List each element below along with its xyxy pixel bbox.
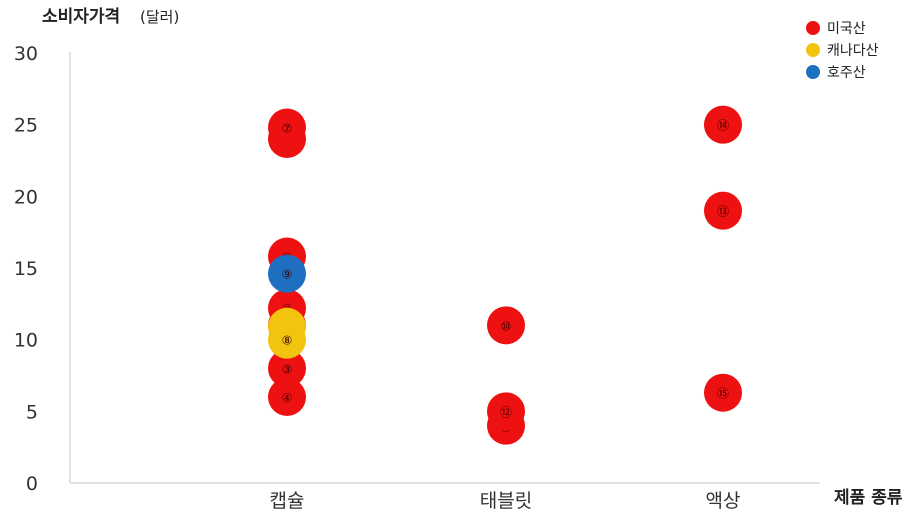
point-marker [268, 378, 306, 416]
point-label: ⑦ [282, 122, 293, 136]
legend-marker [806, 21, 820, 35]
point-marker [704, 373, 742, 412]
data-point: ⑩ [487, 306, 525, 345]
data-point: ⑭ [704, 105, 742, 144]
y-axis-unit: (달러) [140, 8, 179, 26]
data-point: ⑫ [487, 392, 525, 431]
legend-label: 미국산 [827, 21, 866, 37]
point-label: ⑫ [500, 405, 512, 419]
x-axis-categories: 캡슐 태블릿 액상 [270, 490, 741, 512]
point-label: ⑮ [717, 387, 729, 401]
y-tick-label: 0 [26, 473, 38, 495]
data-point: ③ [268, 349, 306, 388]
data-point: ⑨ [268, 254, 306, 293]
point-label: ⑭ [717, 119, 729, 133]
data-point: ⑦ [268, 108, 306, 147]
y-tick-label: 5 [26, 401, 38, 423]
y-tick-label: 25 [14, 115, 38, 137]
point-label: ④ [282, 391, 293, 405]
data-points: ②⑦①⑤③④⑩⑪⑫⑭⑬⑮⑥⑧⑨ [268, 105, 742, 445]
y-axis-title: 소비자가격 [42, 7, 120, 27]
point-label: ⑬ [717, 205, 729, 219]
data-point: ⑬ [704, 191, 742, 230]
point-label: ⑧ [282, 334, 293, 348]
y-tick-label: 15 [14, 258, 38, 280]
point-label: ⑨ [282, 268, 293, 282]
y-axis-ticks: 0 5 10 15 20 25 30 [14, 43, 38, 495]
point-marker [704, 191, 742, 230]
x-axis-title: 제품 종류 [834, 488, 903, 508]
point-label: ③ [282, 362, 293, 376]
y-tick-label: 10 [14, 330, 38, 352]
data-point: ⑮ [704, 373, 742, 412]
legend-marker [806, 43, 820, 57]
y-tick-label: 20 [14, 186, 38, 208]
x-category-label: 캡슐 [270, 490, 305, 512]
legend-marker [806, 65, 820, 79]
data-point: ⑧ [268, 320, 306, 359]
point-label: ⑩ [501, 319, 512, 333]
point-marker [268, 349, 306, 388]
legend-label: 호주산 [827, 65, 866, 81]
point-marker [487, 392, 525, 431]
legend-label: 캐나다산 [827, 43, 879, 59]
point-marker [704, 105, 742, 144]
point-marker [268, 320, 306, 359]
point-marker [268, 254, 306, 293]
point-marker [268, 108, 306, 147]
point-marker [487, 306, 525, 345]
x-category-label: 액상 [706, 490, 741, 512]
y-tick-label: 30 [14, 43, 38, 65]
data-point: ④ [268, 378, 306, 416]
x-category-label: 태블릿 [480, 490, 532, 512]
